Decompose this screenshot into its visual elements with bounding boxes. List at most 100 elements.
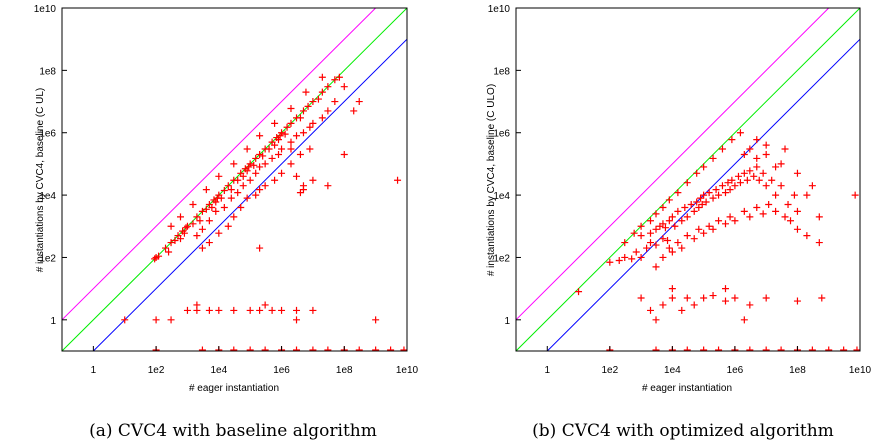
data-point [709, 292, 717, 300]
data-point [306, 123, 314, 131]
x-tick-label: 1e6 [273, 365, 290, 376]
data-point [281, 130, 289, 138]
data-point [331, 98, 339, 106]
data-point [283, 123, 291, 131]
data-point [659, 203, 667, 211]
plot-frame-b [515, 7, 861, 352]
data-point [350, 107, 358, 115]
data-point [681, 203, 689, 211]
data-point [753, 163, 761, 171]
data-point [683, 294, 691, 302]
data-point [246, 176, 254, 184]
data-point [182, 224, 190, 232]
data-point [759, 210, 767, 218]
data-point [668, 213, 676, 221]
data-point [275, 151, 283, 159]
data-point [302, 88, 310, 96]
data-point [762, 182, 770, 190]
data-point [664, 236, 672, 244]
data-point [693, 198, 701, 206]
plot-frame-a [61, 7, 408, 352]
data-point [167, 239, 175, 247]
data-point [309, 98, 317, 106]
points-a [121, 73, 407, 351]
y-tick-label: 1e10 [488, 4, 511, 15]
data-point [721, 297, 729, 305]
data-point [659, 301, 667, 309]
chart-panel-a: # instantiations by CVC4, baseline (C UL… [34, 4, 419, 441]
data-point [252, 154, 260, 162]
data-point [700, 229, 708, 237]
data-point [215, 229, 223, 237]
data-point [245, 163, 253, 171]
data-point [224, 222, 232, 230]
data-point [721, 189, 729, 197]
data-point [777, 160, 785, 168]
data-point [293, 172, 301, 180]
data-point [621, 239, 629, 247]
data-point [271, 119, 279, 127]
data-point [705, 189, 713, 197]
data-point [693, 169, 701, 177]
data-point [261, 346, 269, 351]
data-point [746, 346, 754, 351]
data-point [252, 191, 260, 199]
data-point [309, 346, 317, 351]
data-point [296, 114, 304, 122]
data-point [718, 145, 726, 153]
data-point [793, 297, 801, 305]
data-point [256, 132, 264, 140]
data-point [268, 306, 276, 314]
data-point [243, 167, 251, 175]
data-point [287, 138, 295, 146]
data-point [217, 194, 225, 202]
data-point [575, 288, 583, 296]
x-tick-label: 1e8 [789, 365, 806, 376]
data-point [278, 145, 286, 153]
data-point [851, 191, 859, 199]
data-point [674, 189, 682, 197]
data-point [621, 253, 629, 261]
y-tick-label: 1e2 [493, 253, 510, 264]
data-point [709, 225, 717, 233]
data-point [271, 176, 279, 184]
data-point [261, 182, 269, 190]
data-point [762, 141, 770, 149]
data-point [304, 102, 312, 110]
data-point [293, 346, 301, 351]
data-point [731, 217, 739, 225]
data-point [278, 306, 286, 314]
data-point [652, 241, 660, 249]
data-point [340, 151, 348, 159]
data-point [193, 232, 201, 240]
data-point [715, 346, 723, 351]
data-point [632, 248, 640, 256]
data-point [700, 163, 708, 171]
data-point [372, 346, 380, 351]
data-point [205, 306, 213, 314]
data-point [665, 217, 673, 225]
reference-line-0 [516, 8, 830, 321]
data-point [652, 210, 660, 218]
x-tick-label: 1e6 [727, 365, 744, 376]
data-point [853, 346, 860, 351]
data-point [740, 207, 748, 215]
data-point [230, 160, 238, 168]
data-point [746, 301, 754, 309]
data-point [750, 172, 758, 180]
data-point [243, 145, 251, 153]
data-point [647, 217, 655, 225]
data-point [261, 301, 269, 309]
data-point [309, 306, 317, 314]
caption-b: (b) CVC4 with optimized algorithm [532, 421, 834, 441]
data-point [637, 294, 645, 302]
data-point [259, 152, 267, 160]
y-tick-label: 1e6 [493, 129, 510, 140]
data-point [700, 191, 708, 199]
data-point [765, 200, 773, 208]
data-point [702, 198, 710, 206]
data-point [256, 163, 264, 171]
data-point [318, 88, 326, 96]
data-point [695, 203, 703, 211]
